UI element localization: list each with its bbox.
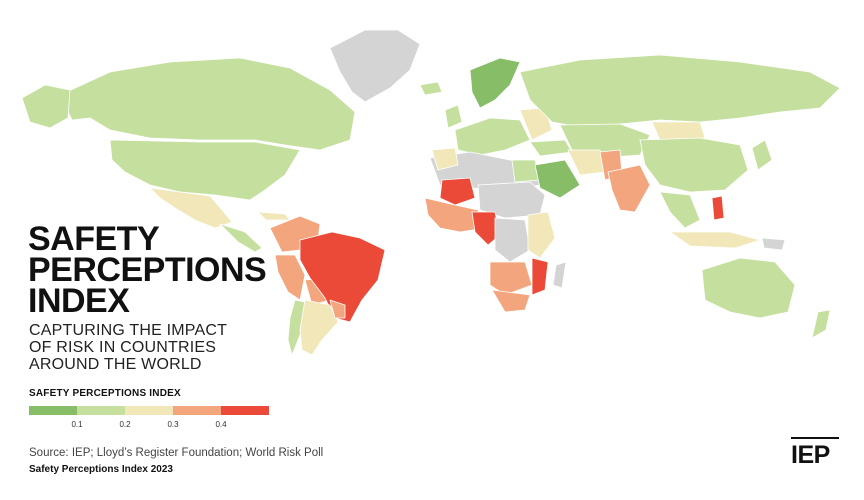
region-southeast-asia xyxy=(659,191,701,229)
region-mozambique xyxy=(531,257,549,296)
region-central-america xyxy=(219,223,263,253)
region-mongolia xyxy=(651,121,706,141)
region-alaska xyxy=(21,84,71,129)
legend-tick: 0.3 xyxy=(167,420,179,429)
subtitle-line: OF RISK IN COUNTRIES xyxy=(29,339,217,356)
region-iceland xyxy=(419,81,443,96)
region-western-europe xyxy=(454,117,531,156)
page-title-line: INDEX xyxy=(28,282,130,320)
region-greenland xyxy=(329,29,421,103)
region-morocco xyxy=(431,147,459,171)
legend-color-scale xyxy=(29,406,269,415)
legend-tick: 0.2 xyxy=(119,420,131,429)
region-caribbean xyxy=(257,211,291,221)
region-scandinavia xyxy=(469,57,521,109)
region-saudi-arabia xyxy=(534,159,581,199)
region-new-zealand xyxy=(811,309,831,339)
region-madagascar xyxy=(552,261,567,289)
page-title-line: PERCEPTIONS xyxy=(28,251,267,289)
region-angola-zambia xyxy=(489,261,533,296)
region-egypt xyxy=(511,159,541,183)
region-uk-ireland xyxy=(444,104,463,129)
region-canada xyxy=(59,57,356,151)
region-east-africa xyxy=(527,211,556,259)
source-note: Source: IEP; Lloyd’s Register Foundation… xyxy=(29,447,324,459)
subtitle-block: CAPTURING THE IMPACT OF RISK IN COUNTRIE… xyxy=(29,322,227,373)
region-india xyxy=(607,164,651,213)
region-paraguay-uruguay xyxy=(329,299,346,319)
region-china xyxy=(639,137,749,193)
iep-logo: IEP xyxy=(791,437,839,468)
region-mexico xyxy=(149,187,233,229)
legend-title: SAFETY PERCEPTIONS INDEX xyxy=(29,388,181,399)
region-nigeria-cameroon xyxy=(471,211,501,246)
region-central-africa xyxy=(494,217,531,263)
page-title-line: SAFETY xyxy=(28,220,160,258)
region-west-africa xyxy=(424,197,486,233)
legend-swatch xyxy=(125,406,173,415)
region-brazil xyxy=(299,231,386,323)
region-argentina xyxy=(299,299,339,356)
index-year-note: Safety Perceptions Index 2023 xyxy=(29,464,173,475)
region-japan-korea xyxy=(751,139,773,171)
region-indonesia xyxy=(669,231,761,249)
subtitle-line: CAPTURING THE IMPACT xyxy=(29,322,228,339)
region-png xyxy=(761,237,786,251)
legend-swatch xyxy=(221,406,269,415)
region-peru xyxy=(274,254,306,301)
region-russia xyxy=(519,54,841,129)
region-eastern-europe xyxy=(519,107,553,141)
title-block: SAFETY PERCEPTIONS INDEX xyxy=(28,220,267,320)
region-philippines xyxy=(711,195,725,221)
subtitle-line: AROUND THE WORLD xyxy=(29,356,202,373)
legend-tick: 0.1 xyxy=(71,420,83,429)
region-iran xyxy=(567,149,606,176)
region-mali xyxy=(439,177,476,206)
legend-swatch xyxy=(173,406,221,415)
legend-swatch xyxy=(29,406,77,415)
region-south-africa xyxy=(491,289,531,313)
legend-swatch xyxy=(77,406,125,415)
region-australia xyxy=(701,257,796,319)
region-united-states xyxy=(109,139,301,201)
legend-tick: 0.4 xyxy=(215,420,227,429)
logo-text: IEP xyxy=(791,441,830,469)
region-turkey xyxy=(529,139,573,157)
logo-rule xyxy=(791,437,839,439)
